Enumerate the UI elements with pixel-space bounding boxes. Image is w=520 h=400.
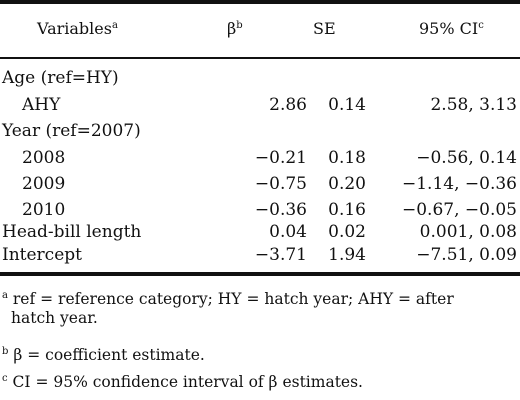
row-se-2010: 0.16	[328, 200, 366, 220]
row-se-intercept: 1.94	[328, 245, 366, 265]
row-se-2008: 0.18	[328, 148, 366, 168]
row-label-intercept: Intercept	[2, 245, 82, 265]
row-label-year: Year (ref=2007)	[2, 121, 141, 141]
header-rule	[0, 57, 520, 59]
row-beta-ahy: 2.86	[269, 95, 307, 115]
row-ci-2010: −0.67, −0.05	[402, 200, 517, 220]
row-beta-intercept: −3.71	[254, 245, 307, 265]
footnote-c: c CI = 95% confidence interval of β esti…	[2, 373, 363, 391]
row-ci-intercept: −7.51, 0.09	[416, 245, 517, 265]
row-beta-2008: −0.21	[254, 148, 307, 168]
header-se: SE	[313, 19, 336, 38]
header-beta: βb	[227, 19, 243, 38]
row-beta-head-bill: 0.04	[269, 222, 307, 242]
header-ci: 95% CIc	[419, 19, 484, 38]
footnote-a: a ref = reference category; HY = hatch y…	[2, 290, 454, 327]
row-ci-head-bill: 0.001, 0.08	[419, 222, 517, 242]
row-ci-2009: −1.14, −0.36	[402, 174, 517, 194]
row-ci-2008: −0.56, 0.14	[416, 148, 517, 168]
bottom-rule	[0, 272, 520, 276]
header-variables: Variablesa	[37, 19, 118, 38]
row-se-2009: 0.20	[328, 174, 366, 194]
row-se-head-bill: 0.02	[328, 222, 366, 242]
row-label-2009: 2009	[22, 174, 66, 194]
row-label-2008: 2008	[22, 148, 66, 168]
row-label-age: Age (ref=HY)	[2, 68, 119, 88]
row-label-head-bill: Head-bill length	[2, 222, 142, 242]
row-label-2010: 2010	[22, 200, 66, 220]
row-label-ahy: AHY	[22, 95, 61, 115]
top-rule	[0, 0, 520, 4]
row-se-ahy: 0.14	[328, 95, 366, 115]
footnote-b: b β = coefficient estimate.	[2, 346, 205, 364]
row-beta-2010: −0.36	[254, 200, 307, 220]
row-beta-2009: −0.75	[254, 174, 307, 194]
row-ci-ahy: 2.58, 3.13	[430, 95, 517, 115]
